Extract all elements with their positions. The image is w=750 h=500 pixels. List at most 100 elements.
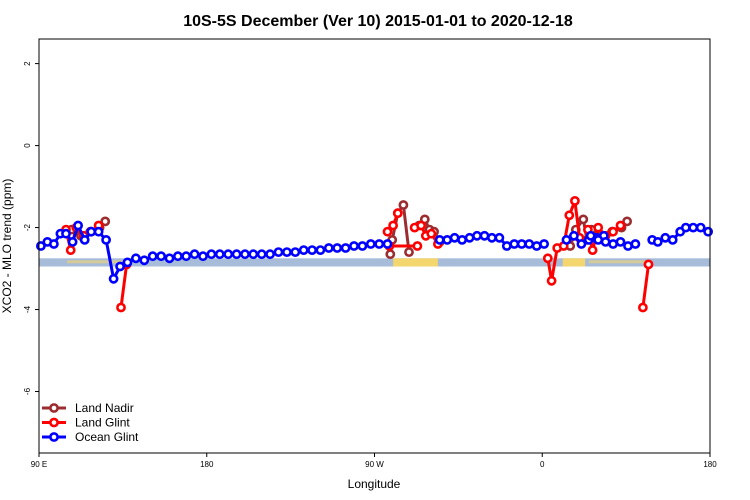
legend-label: Land Glint xyxy=(75,416,130,430)
y-tick-label: -6 xyxy=(23,387,32,395)
data-point xyxy=(600,236,611,247)
data-point xyxy=(615,236,626,247)
data-point xyxy=(73,220,83,231)
data-point xyxy=(307,245,317,255)
data-point xyxy=(206,249,217,260)
data-point xyxy=(65,245,76,255)
data-point xyxy=(546,275,557,286)
data-point xyxy=(139,255,150,266)
island-strip-0 xyxy=(66,260,123,264)
data-point xyxy=(472,230,482,241)
data-point xyxy=(164,253,175,264)
x-axis-label: Longitude xyxy=(348,477,401,491)
data-point xyxy=(501,241,512,251)
data-point xyxy=(323,243,334,253)
x-tick-label: 90 E xyxy=(31,460,47,469)
data-point xyxy=(561,234,572,245)
data-point xyxy=(290,247,301,257)
data-point xyxy=(181,251,192,262)
data-point xyxy=(49,239,59,249)
data-point xyxy=(416,220,426,231)
land-strip-1 xyxy=(562,258,586,267)
x-tick-label: 90 W xyxy=(365,460,384,469)
y-tick-label: 2 xyxy=(23,61,32,66)
data-point xyxy=(93,226,104,237)
land-strip-0 xyxy=(393,258,438,267)
series-line xyxy=(119,264,129,308)
data-point xyxy=(122,257,133,268)
data-point xyxy=(240,249,250,260)
data-point xyxy=(593,222,604,233)
data-point xyxy=(388,220,398,231)
data-point xyxy=(516,239,527,249)
data-point xyxy=(426,228,437,239)
data-point xyxy=(147,251,158,262)
data-point xyxy=(398,200,409,210)
data-point xyxy=(189,249,200,260)
data-point xyxy=(298,245,309,255)
x-tick-label: 180 xyxy=(703,460,717,469)
data-point xyxy=(392,208,403,219)
data-point xyxy=(340,243,351,253)
series-line xyxy=(562,200,581,247)
legend-label: Ocean Glint xyxy=(75,430,139,444)
land-ocean-map-strip xyxy=(39,258,710,267)
data-point xyxy=(703,226,713,237)
x-axis: 90 E 180 90 W 0 180 xyxy=(31,453,717,469)
data-point xyxy=(564,210,575,221)
data-point xyxy=(622,216,632,227)
data-point xyxy=(172,251,183,262)
data-point xyxy=(524,239,535,249)
data-point xyxy=(457,234,467,245)
data-point xyxy=(570,195,580,206)
legend-label: Land Nadir xyxy=(75,401,134,415)
data-point xyxy=(231,249,242,260)
x-tick-label: 0 xyxy=(540,460,545,469)
data-point xyxy=(214,249,225,260)
data-point xyxy=(494,232,505,243)
data-point xyxy=(608,226,618,237)
ocean-strip xyxy=(39,258,710,267)
series-ocean-glint xyxy=(36,220,713,284)
data-point xyxy=(576,239,587,249)
data-point xyxy=(273,247,284,257)
data-point xyxy=(382,239,393,249)
data-point xyxy=(156,251,166,262)
data-point xyxy=(223,249,234,260)
data-point xyxy=(382,226,393,237)
data-point xyxy=(623,241,633,251)
y-tick-label: -2 xyxy=(23,223,32,231)
data-point xyxy=(531,241,542,251)
data-point xyxy=(116,302,126,313)
data-point xyxy=(464,232,475,243)
data-point xyxy=(630,239,641,249)
data-point xyxy=(315,245,326,255)
data-point xyxy=(256,249,267,260)
data-point xyxy=(100,216,111,227)
chart-title: 10S-5S December (Ver 10) 2015-01-01 to 2… xyxy=(183,13,573,30)
data-point xyxy=(578,214,589,225)
series-land-glint xyxy=(61,195,654,313)
data-point xyxy=(638,302,648,313)
data-point xyxy=(479,230,490,241)
data-point xyxy=(652,236,663,247)
y-axis: 2 0 -2 -4 -6 xyxy=(23,61,39,395)
data-point xyxy=(569,230,579,241)
data-point xyxy=(281,247,292,257)
data-point xyxy=(695,222,706,233)
data-point xyxy=(434,234,445,245)
data-point xyxy=(486,232,497,243)
data-point xyxy=(688,222,699,233)
data-point xyxy=(539,239,549,249)
data-point xyxy=(449,232,460,243)
data-point xyxy=(130,253,141,264)
legend-item: Land Nadir xyxy=(42,401,134,415)
x-tick-label: 180 xyxy=(200,460,214,469)
data-point xyxy=(332,243,343,253)
series-line xyxy=(641,264,650,308)
y-tick-label: -4 xyxy=(23,305,32,313)
legend-marker xyxy=(49,417,59,428)
data-point xyxy=(374,239,385,249)
